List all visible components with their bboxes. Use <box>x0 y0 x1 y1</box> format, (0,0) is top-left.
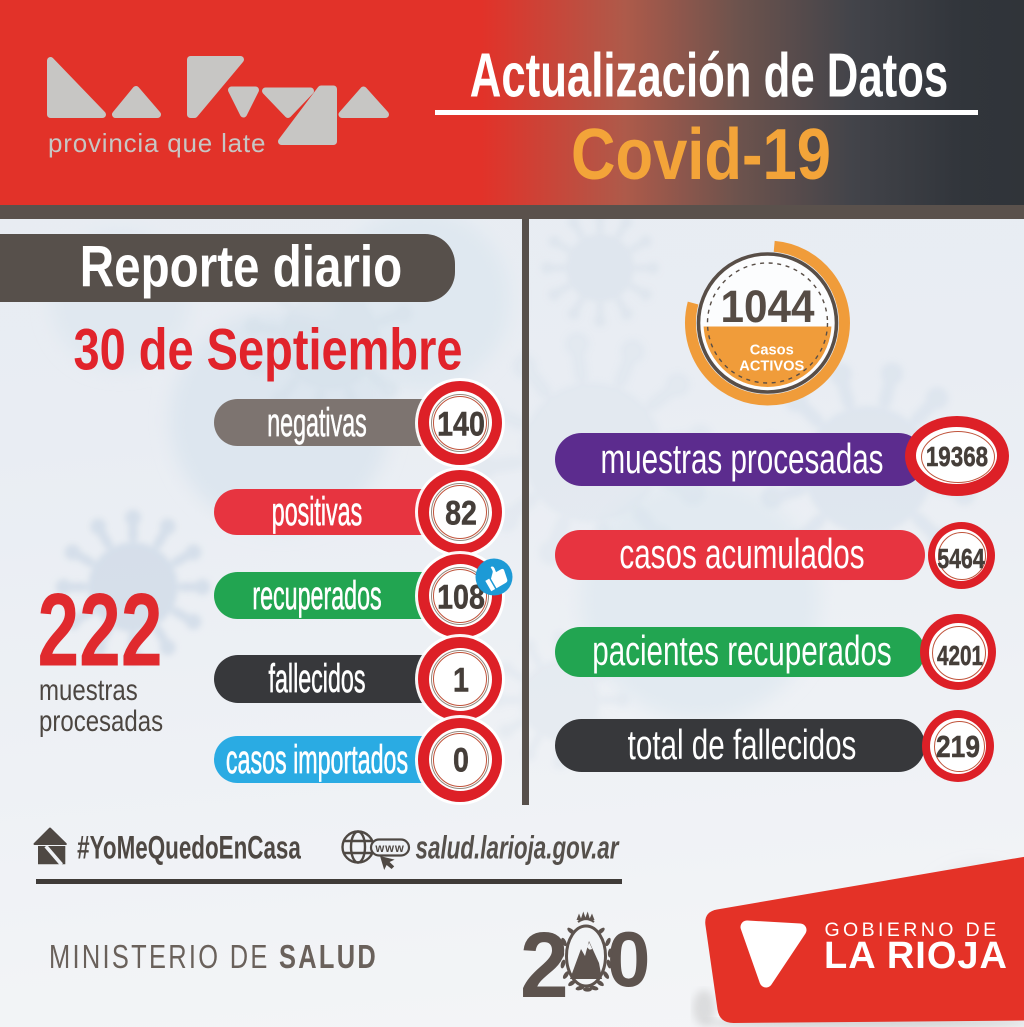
svg-text:0: 0 <box>607 915 650 1003</box>
svg-text:LA RIOJA: LA RIOJA <box>824 935 1008 977</box>
svg-text:www: www <box>374 843 404 855</box>
svg-text:provincia que late: provincia que late <box>48 128 266 158</box>
svg-text:ACTIVOS: ACTIVOS <box>739 359 804 375</box>
svg-text:Casos: Casos <box>750 342 794 359</box>
svg-text:GOBIERNO DE: GOBIERNO DE <box>824 919 999 941</box>
svg-text:1044: 1044 <box>721 281 815 332</box>
svg-text:2: 2 <box>520 914 569 1005</box>
